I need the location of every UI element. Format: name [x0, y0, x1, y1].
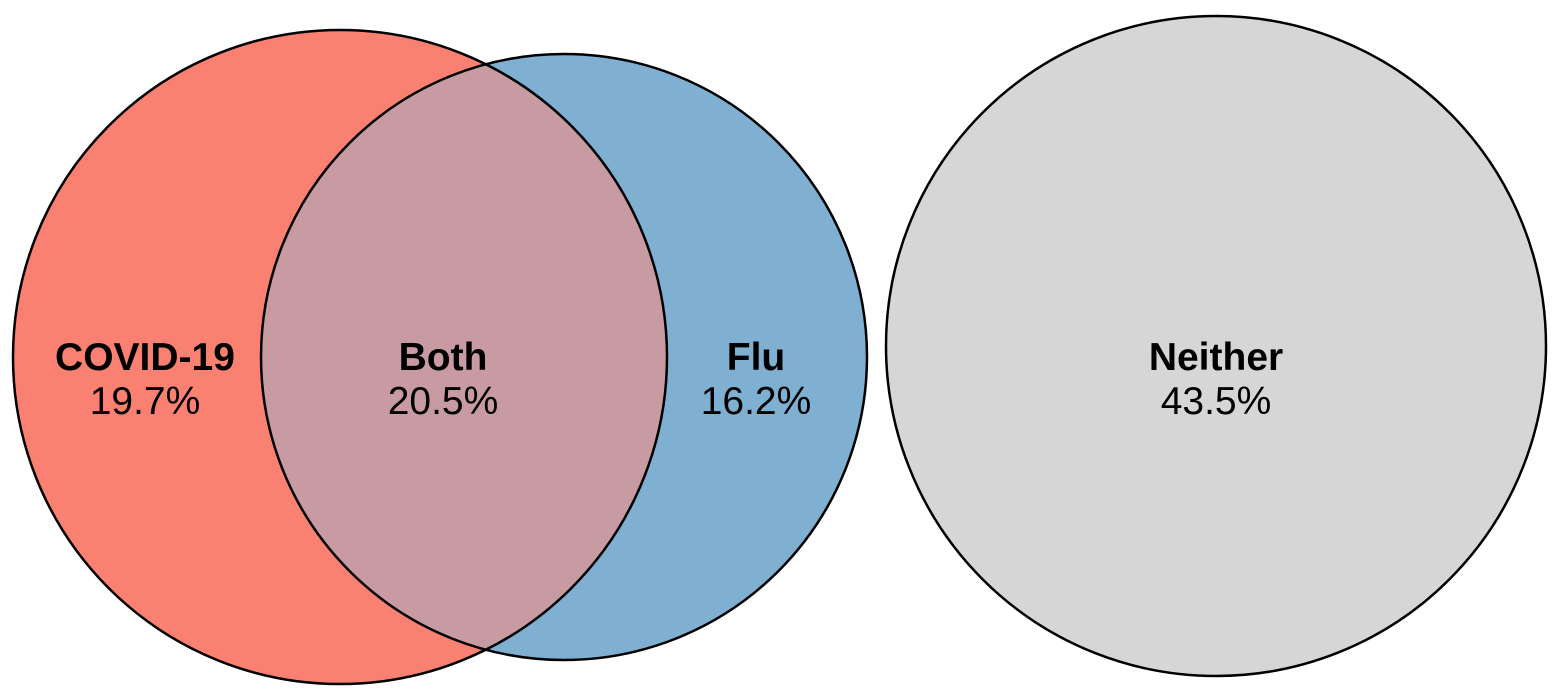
flu-circle-outline — [259, 52, 869, 662]
both-overlap-region — [261, 54, 667, 660]
both-label: Both — [399, 336, 488, 379]
covid-value: 19.7% — [90, 380, 201, 423]
covid-circle-outline — [11, 28, 669, 686]
neither-label: Neither — [1149, 336, 1283, 379]
both-value: 20.5% — [388, 380, 499, 423]
neither-circle — [886, 16, 1546, 676]
covid-label: COVID-19 — [55, 336, 235, 379]
neither-value: 43.5% — [1161, 380, 1272, 423]
flu-label: Flu — [727, 336, 785, 379]
flu-value: 16.2% — [701, 380, 812, 423]
neither-circle-outline — [884, 14, 1548, 678]
